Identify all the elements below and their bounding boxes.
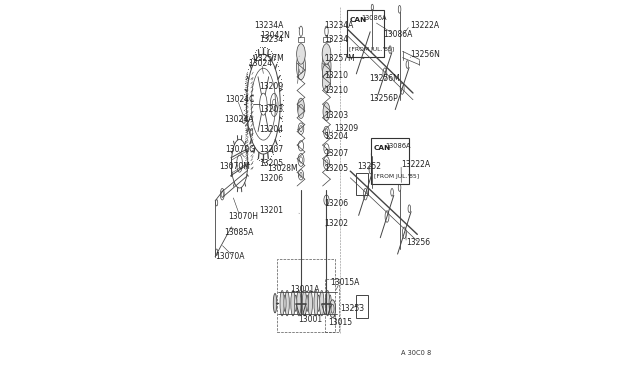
- Text: 13202: 13202: [324, 219, 348, 228]
- Ellipse shape: [330, 300, 335, 318]
- Bar: [356, 173, 367, 195]
- Text: CAN: CAN: [374, 145, 391, 151]
- Ellipse shape: [273, 294, 276, 313]
- Ellipse shape: [294, 295, 297, 311]
- Bar: [277, 259, 335, 332]
- Text: 13086A: 13086A: [361, 15, 387, 21]
- Ellipse shape: [317, 295, 320, 311]
- Ellipse shape: [314, 291, 318, 316]
- Text: 13256M: 13256M: [369, 74, 399, 83]
- Ellipse shape: [285, 291, 289, 316]
- Text: 13256: 13256: [406, 238, 430, 247]
- Text: 13203: 13203: [324, 111, 348, 120]
- Text: 13024: 13024: [248, 59, 273, 68]
- Ellipse shape: [308, 291, 312, 316]
- Ellipse shape: [323, 64, 331, 82]
- Text: 13204: 13204: [260, 125, 284, 134]
- Ellipse shape: [280, 291, 284, 316]
- Text: 13024C: 13024C: [225, 95, 255, 104]
- FancyBboxPatch shape: [371, 138, 409, 184]
- Text: 13207: 13207: [260, 145, 284, 154]
- Text: 13209: 13209: [334, 124, 358, 133]
- Bar: [356, 295, 367, 318]
- Text: 13085A: 13085A: [225, 228, 254, 237]
- Text: 13015: 13015: [329, 318, 353, 327]
- Text: 13028M: 13028M: [268, 164, 298, 173]
- Text: 13207: 13207: [324, 149, 348, 158]
- Ellipse shape: [297, 44, 305, 64]
- Text: CAN: CAN: [349, 17, 367, 23]
- Text: 13234A: 13234A: [254, 21, 284, 30]
- Text: 13257M: 13257M: [253, 54, 284, 63]
- Text: 13222A: 13222A: [410, 21, 439, 30]
- Ellipse shape: [297, 291, 301, 316]
- Ellipse shape: [319, 291, 324, 316]
- Text: [FROM JUL.'85]: [FROM JUL.'85]: [374, 174, 419, 179]
- Text: [FROM JUL.'85]: [FROM JUL.'85]: [349, 47, 394, 52]
- Text: 13001: 13001: [298, 315, 323, 324]
- Ellipse shape: [298, 98, 305, 116]
- FancyBboxPatch shape: [348, 10, 385, 57]
- Text: 13253: 13253: [340, 304, 365, 313]
- Text: 13070A: 13070A: [216, 252, 245, 261]
- Text: 13209: 13209: [260, 82, 284, 91]
- Text: 13257M: 13257M: [324, 54, 355, 63]
- Ellipse shape: [322, 53, 331, 80]
- Ellipse shape: [298, 105, 304, 119]
- Ellipse shape: [296, 53, 305, 80]
- Text: 13015A: 13015A: [330, 278, 360, 287]
- Text: 13070M: 13070M: [219, 162, 250, 171]
- Text: 13206: 13206: [324, 199, 348, 208]
- Text: 13234A: 13234A: [324, 21, 354, 30]
- Text: 13205: 13205: [260, 159, 284, 168]
- Text: 13070G: 13070G: [225, 145, 255, 154]
- Text: 13024A: 13024A: [224, 115, 253, 124]
- Text: 13256P: 13256P: [369, 94, 397, 103]
- Bar: [323, 37, 330, 42]
- Text: 13222A: 13222A: [401, 160, 430, 169]
- Ellipse shape: [302, 291, 307, 316]
- Text: 13234: 13234: [324, 35, 348, 44]
- Text: 13086A: 13086A: [385, 143, 411, 149]
- Ellipse shape: [329, 295, 332, 311]
- Text: 13203: 13203: [260, 105, 284, 114]
- Text: 13206: 13206: [260, 174, 284, 183]
- Text: A 30C0 8: A 30C0 8: [401, 350, 431, 356]
- Text: 13070H: 13070H: [228, 212, 258, 221]
- Text: 13204: 13204: [324, 132, 348, 141]
- Ellipse shape: [284, 295, 286, 311]
- Text: 13042N: 13042N: [260, 31, 291, 40]
- Bar: [325, 279, 339, 332]
- Ellipse shape: [322, 44, 331, 64]
- Text: 13201: 13201: [260, 206, 284, 215]
- Text: 13205: 13205: [324, 164, 348, 173]
- Ellipse shape: [323, 74, 331, 92]
- Text: 13252: 13252: [357, 162, 381, 171]
- Text: 13256N: 13256N: [410, 50, 440, 59]
- Ellipse shape: [323, 103, 330, 121]
- Text: 13234: 13234: [260, 35, 284, 44]
- Text: 13086A: 13086A: [383, 31, 412, 39]
- Ellipse shape: [306, 295, 308, 311]
- Text: 13210: 13210: [324, 86, 348, 94]
- Text: 13210: 13210: [324, 71, 348, 80]
- Ellipse shape: [291, 291, 295, 316]
- Ellipse shape: [325, 291, 330, 316]
- Text: 13001A: 13001A: [290, 285, 319, 294]
- Bar: [298, 37, 305, 42]
